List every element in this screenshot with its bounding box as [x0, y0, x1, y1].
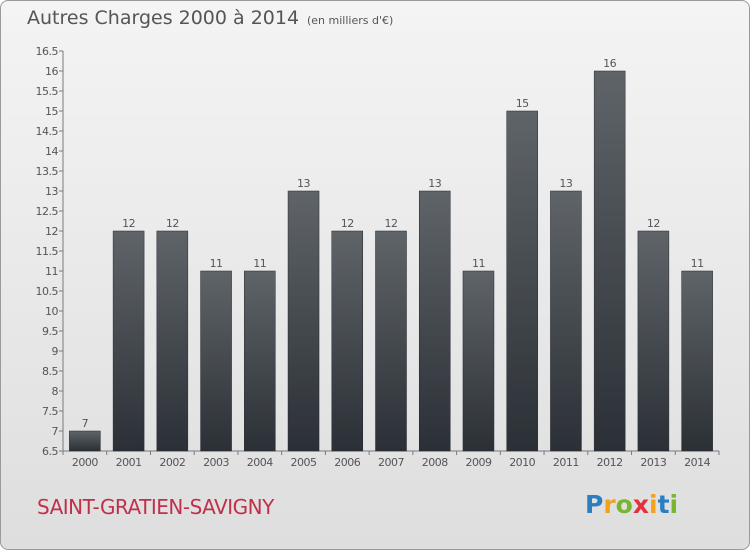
y-tick-label: 9	[52, 345, 59, 358]
y-tick-label: 15	[45, 105, 58, 118]
bars	[69, 70, 713, 452]
y-tick-label: 11	[45, 265, 58, 278]
y-tick-label: 14	[45, 145, 58, 158]
logo-letter: i	[649, 490, 658, 519]
y-tick-label: 11.5	[36, 245, 59, 258]
chart-title: Autres Charges 2000 à 2014	[27, 7, 300, 29]
x-tick-label: 2001	[116, 456, 142, 469]
y-tick-label: 15.5	[36, 85, 59, 98]
x-tick-label: 2010	[509, 456, 535, 469]
bar-value-label: 12	[341, 217, 354, 230]
bar-value-label: 11	[210, 257, 223, 270]
bar-2006	[331, 230, 364, 452]
x-tick-label: 2006	[334, 456, 360, 469]
bar-2002	[156, 230, 189, 452]
y-tick-label: 16.5	[36, 45, 59, 58]
logo-letter: P	[585, 490, 604, 519]
bar-2005	[287, 190, 320, 452]
bar-value-label: 16	[603, 57, 616, 70]
y-tick-label: 8.5	[42, 365, 58, 378]
logo-letter: x	[632, 490, 649, 519]
y-tick-label: 12.5	[36, 205, 59, 218]
x-tick-label: 2014	[684, 456, 710, 469]
bar-value-label: 13	[559, 177, 572, 190]
y-tick-label: 6.5	[42, 445, 58, 458]
x-tick-label: 2011	[553, 456, 579, 469]
x-tick-label: 2012	[597, 456, 623, 469]
logo-letter: t	[657, 490, 670, 519]
bar-value-label: 12	[122, 217, 135, 230]
x-tick-label: 2008	[422, 456, 448, 469]
value-labels: 7 12 12 11 11 13 12 12 13 11 15 13 16 12 11	[82, 57, 705, 430]
bar-2012	[593, 70, 626, 452]
bar-2001	[112, 230, 145, 452]
logo-letter: o	[615, 490, 633, 519]
bar-2004	[244, 270, 276, 452]
x-tick-label: 2004	[247, 456, 273, 469]
x-tick-label: 2002	[159, 456, 185, 469]
bar-2014	[681, 270, 713, 452]
x-tick-label: 2005	[291, 456, 317, 469]
proxiti-logo[interactable]: Proxiti	[585, 490, 678, 519]
bar-value-label: 12	[385, 217, 398, 230]
y-tick-label: 7.5	[42, 405, 58, 418]
x-tick-label: 2013	[640, 456, 666, 469]
bar-2009	[462, 270, 495, 452]
bar-2003	[200, 270, 232, 452]
x-tick-label: 2003	[203, 456, 229, 469]
y-tick-label: 10.5	[36, 285, 59, 298]
bar-value-label: 13	[428, 177, 441, 190]
bar-value-label: 15	[516, 97, 529, 110]
bar-value-label: 11	[472, 257, 485, 270]
bar-2008	[418, 190, 451, 452]
bar-value-label: 13	[297, 177, 310, 190]
bar-2007	[375, 230, 407, 452]
logo-letter: i	[669, 490, 679, 519]
x-tick-label: 2007	[378, 456, 404, 469]
bar-value-label: 12	[647, 217, 660, 230]
x-tick-label: 2009	[465, 456, 491, 469]
bar-value-label: 12	[166, 217, 179, 230]
bar-2013	[637, 230, 670, 452]
y-tick-label: 7	[52, 425, 59, 438]
bar-value-label: 7	[82, 417, 89, 430]
y-tick-label: 8	[52, 385, 59, 398]
bar-2011	[550, 190, 582, 452]
y-tick-label: 13.5	[36, 165, 59, 178]
y-tick-label: 14.5	[36, 125, 59, 138]
y-tick-label: 16	[45, 65, 58, 78]
y-tick-label: 10	[45, 305, 58, 318]
x-tick-label: 2000	[72, 456, 98, 469]
bar-2010	[506, 110, 538, 452]
bar-value-label: 11	[691, 257, 704, 270]
commune-name: SAINT-GRATIEN-SAVIGNY	[37, 495, 274, 519]
chart-subtitle: (en milliers d'€)	[307, 14, 394, 27]
y-tick-label: 12	[45, 225, 58, 238]
bar-value-label: 11	[253, 257, 266, 270]
logo-letter: r	[603, 490, 616, 519]
bar-2000	[69, 430, 101, 452]
y-tick-label: 13	[45, 185, 58, 198]
y-tick-label: 9.5	[42, 325, 58, 338]
